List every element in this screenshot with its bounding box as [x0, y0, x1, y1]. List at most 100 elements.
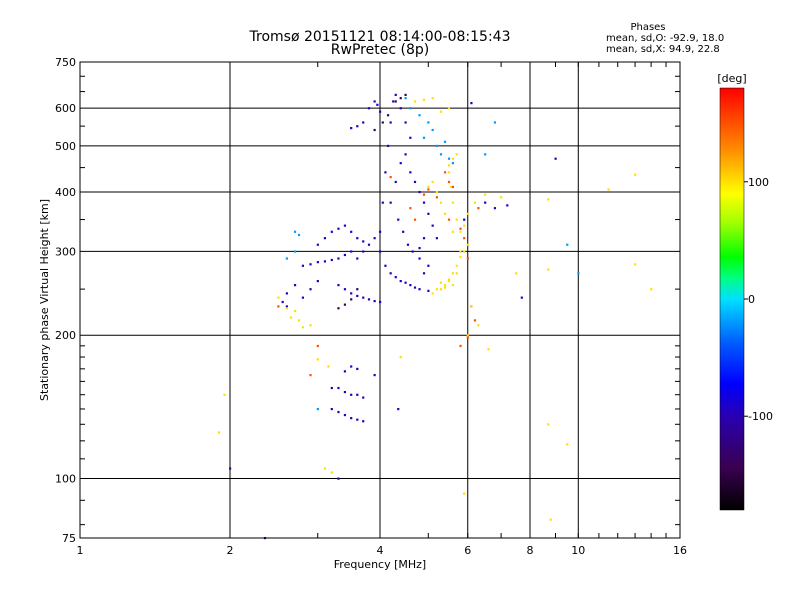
x-tick-label: 10: [571, 544, 585, 557]
data-point: [309, 263, 312, 266]
data-point: [301, 296, 305, 299]
data-point: [413, 100, 417, 103]
data-point: [301, 326, 305, 329]
y-axis-label: Stationary phase Virtual Height [km]: [38, 199, 51, 401]
data-point: [330, 471, 333, 474]
data-point: [337, 410, 340, 414]
colorbar-tick-label: 0: [748, 293, 755, 306]
data-point: [362, 240, 365, 243]
data-point: [350, 393, 353, 396]
data-point: [293, 309, 297, 313]
data-point: [422, 272, 426, 275]
data-point: [384, 171, 387, 174]
data-point: [316, 358, 319, 361]
data-point: [422, 136, 426, 139]
data-point: [337, 284, 340, 287]
data-point: [404, 153, 407, 156]
data-point: [381, 201, 384, 204]
data-point: [337, 227, 340, 230]
data-point: [459, 344, 462, 348]
data-point: [356, 237, 359, 240]
data-point: [386, 114, 390, 117]
data-point: [362, 420, 365, 423]
data-point: [443, 286, 447, 289]
data-point: [650, 288, 653, 291]
data-point: [362, 296, 365, 299]
data-point: [362, 250, 365, 253]
data-point: [316, 407, 319, 411]
data-point: [431, 180, 434, 184]
data-point: [634, 263, 637, 266]
data-point: [316, 243, 319, 246]
data-point: [309, 324, 312, 327]
data-point: [427, 185, 430, 189]
data-point: [309, 288, 312, 291]
data-point: [356, 367, 359, 371]
data-point: [549, 518, 552, 521]
data-point: [470, 102, 473, 105]
data-point: [281, 300, 284, 304]
data-point: [547, 423, 550, 426]
data-point: [409, 136, 412, 139]
data-point: [493, 121, 497, 124]
data-point: [466, 243, 469, 246]
data-point: [554, 157, 557, 160]
data-point: [487, 348, 490, 351]
data-point: [431, 224, 434, 227]
data-point: [337, 386, 340, 390]
data-point: [301, 264, 305, 267]
x-tick-label: 1: [77, 544, 84, 557]
data-point: [367, 107, 371, 110]
data-point: [350, 292, 353, 295]
colorbar: [719, 87, 745, 511]
data-point: [422, 98, 426, 101]
data-point: [473, 201, 477, 204]
data-point: [277, 296, 280, 299]
data-point: [451, 157, 455, 160]
data-point: [443, 284, 447, 287]
data-point: [493, 207, 497, 210]
data-point: [389, 175, 392, 179]
data-point: [427, 188, 430, 191]
data-point: [459, 256, 462, 259]
data-point: [293, 250, 297, 253]
data-point: [418, 114, 421, 117]
data-point: [394, 100, 397, 103]
data-point: [463, 218, 466, 221]
data-point: [577, 272, 580, 275]
data-point: [455, 272, 458, 275]
data-point: [463, 224, 466, 227]
data-point: [323, 237, 327, 240]
data-point: [376, 103, 379, 106]
data-point: [384, 264, 387, 267]
data-point: [435, 144, 438, 148]
data-point: [394, 93, 397, 96]
data-point: [484, 153, 487, 156]
data-point: [422, 237, 426, 240]
data-point: [607, 188, 610, 191]
data-point: [439, 281, 443, 284]
data-point: [439, 153, 443, 156]
x-tick-label: 16: [673, 544, 687, 557]
data-points: [217, 93, 653, 540]
data-point: [451, 201, 455, 204]
data-point: [466, 334, 469, 337]
data-point: [463, 492, 466, 495]
x-tick-label: 4: [377, 544, 384, 557]
chart-subtitle: RwPretec (8p): [330, 42, 430, 58]
data-point: [373, 237, 376, 240]
data-point: [277, 305, 280, 308]
data-point: [362, 396, 365, 399]
data-point: [413, 218, 417, 221]
data-point: [422, 193, 426, 196]
data-point: [435, 190, 438, 194]
data-point: [409, 284, 412, 287]
data-point: [327, 365, 330, 368]
data-point: [566, 243, 569, 246]
data-point: [356, 418, 359, 421]
data-point: [451, 284, 455, 287]
colorbar-ticks: 100 0 -100: [744, 176, 773, 423]
data-point: [285, 257, 288, 260]
y-tick-label: 75: [62, 532, 76, 545]
